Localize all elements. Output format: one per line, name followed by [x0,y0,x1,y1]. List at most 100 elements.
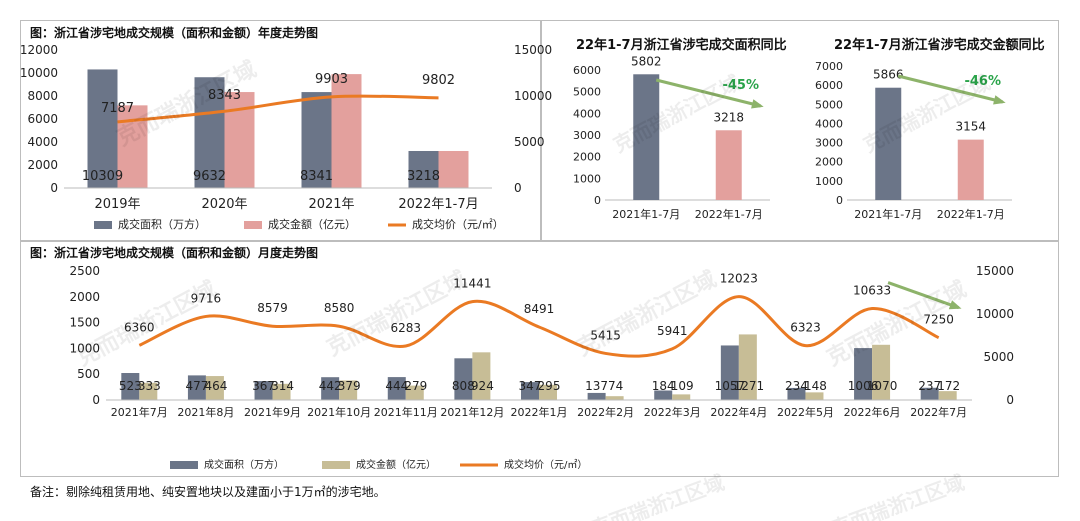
monthly-price-label: 10633 [853,284,891,298]
monthly-amount-label: 295 [538,379,561,393]
monthly-amount-bar [605,396,624,400]
monthly-right-tick: 5000 [983,350,1014,364]
monthly-amount-label: 379 [338,379,361,393]
monthly-x-label: 2021年10月 [307,405,371,419]
annual-left-tick: 0 [50,181,58,195]
monthly-amount-label: 314 [271,379,294,393]
amount-compare-value-label: 3154 [955,120,986,134]
monthly-area-label: 137 [585,379,608,393]
annual-right-tick: 10000 [514,89,552,103]
monthly-amount-label: 148 [804,379,827,393]
monthly-area-bar [521,382,539,400]
monthly-legend-area-swatch [170,461,198,469]
monthly-amount-label: 279 [404,379,427,393]
monthly-area-label: 234 [785,379,808,393]
monthly-legend-amount: 成交金额（亿元） [356,458,436,471]
monthly-area-label: 1006 [848,379,879,393]
area-compare-x-label: 2021年1-7月 [612,207,680,221]
monthly-price-label: 8579 [257,301,288,315]
area-compare-tick: 6000 [573,64,601,77]
annual-price-label: 7187 [101,101,134,116]
area-compare-trend-arrow [655,78,762,108]
monthly-area-bar [321,377,340,400]
amount-compare-tick: 7000 [815,60,843,73]
monthly-amount-bar [272,383,291,400]
monthly-area-bar [587,392,606,400]
monthly-x-label: 2021年12月 [440,405,504,419]
monthly-price-label: 8491 [524,302,555,316]
monthly-amount-label: 333 [138,379,161,393]
monthly-x-label: 2021年8月 [177,405,234,419]
monthly-area-label: 477 [185,379,208,393]
monthly-price-label: 9716 [191,291,222,305]
annual-left-tick: 10000 [20,66,58,80]
monthly-trend-arrow-head [948,300,962,310]
annual-area-bar [87,69,118,188]
amount-compare-x-label: 2021年1-7月 [854,207,922,221]
monthly-x-label: 2022年3月 [644,405,701,419]
monthly-area-bar [121,373,140,400]
amount-compare-value-label: 5866 [873,68,904,82]
monthly-x-label: 2022年2月 [577,405,634,419]
area-compare-value-label: 5802 [631,54,662,68]
monthly-amount-label: 464 [204,379,227,393]
monthly-price-line [138,295,940,358]
monthly-x-label: 2022年5月 [777,405,834,419]
area-compare-change-pct: -45% [722,78,759,93]
amount-compare-bar [875,87,902,200]
annual-area-bar [301,92,332,188]
watermark: 克而瑞浙江区域 [588,470,728,521]
area-compare-tick: 4000 [573,107,601,120]
amount-compare-trend-arrow-head [993,95,1006,105]
monthly-amount-bar [205,376,224,400]
monthly-area-bar [654,390,673,400]
annual-right-tick: 5000 [514,135,545,149]
monthly-x-label: 2022年7月 [910,405,967,419]
annual-legend-amount-swatch [244,221,262,229]
monthly-amount-bar [339,380,358,400]
monthly-amount-bar [472,352,491,400]
monthly-amount-bar [139,382,158,400]
monthly-x-label: 2022年6月 [844,405,901,419]
annual-legend-amount: 成交金额（亿元） [268,217,356,231]
monthly-area-label: 237 [918,379,941,393]
amount-compare-bar [957,139,984,200]
area-compare-tick: 0 [594,194,601,207]
area-compare-title: 22年1-7月浙江省涉宅成交面积同比 [576,38,787,53]
monthly-chart-title: 图：浙江省涉宅地成交规模（面积和金额）月度走势图 [30,246,319,260]
monthly-amount-label: 1070 [867,379,898,393]
monthly-legend-amount-swatch [322,461,350,469]
annual-bar-label: 10309 [82,169,123,184]
monthly-area-bar [187,375,206,400]
annual-amount-bar [438,150,469,188]
monthly-area-bar [720,345,739,400]
annual-left-tick: 8000 [27,89,58,103]
annual-legend-area-swatch [94,221,112,229]
monthly-left-tick: 2000 [69,290,100,304]
amount-compare-tick: 6000 [815,79,843,92]
amount-compare-tick: 5000 [815,98,843,111]
monthly-area-bar [387,377,406,400]
area-compare-tick: 3000 [573,129,601,142]
annual-right-tick: 0 [514,181,522,195]
monthly-legend-area: 成交面积（万方） [204,458,284,471]
monthly-left-tick: 500 [77,367,100,381]
monthly-area-bar [787,387,806,400]
watermark: 克而瑞浙江区域 [573,266,721,361]
monthly-right-tick: 10000 [976,307,1014,321]
monthly-price-label: 6360 [124,320,155,334]
area-compare-value-label: 3218 [713,110,744,124]
monthly-price-label: 11441 [453,277,491,291]
annual-area-bar [194,77,225,188]
amount-compare-trend-arrow [897,74,1004,104]
annual-price-label: 9903 [315,72,348,87]
footnote: 备注：剔除纯租赁用地、纯安置地块以及建面小于1万㎡的涉宅地。 [30,485,386,499]
annual-price-label: 8343 [208,88,241,103]
monthly-amount-bar [672,394,691,400]
amount-compare-title: 22年1-7月浙江省涉宅成交金额同比 [834,38,1045,53]
monthly-area-label: 184 [652,379,675,393]
monthly-price-label: 6283 [390,321,421,335]
amount-compare-tick: 1000 [815,175,843,188]
annual-left-tick: 6000 [27,112,58,126]
monthly-area-label: 367 [252,379,275,393]
